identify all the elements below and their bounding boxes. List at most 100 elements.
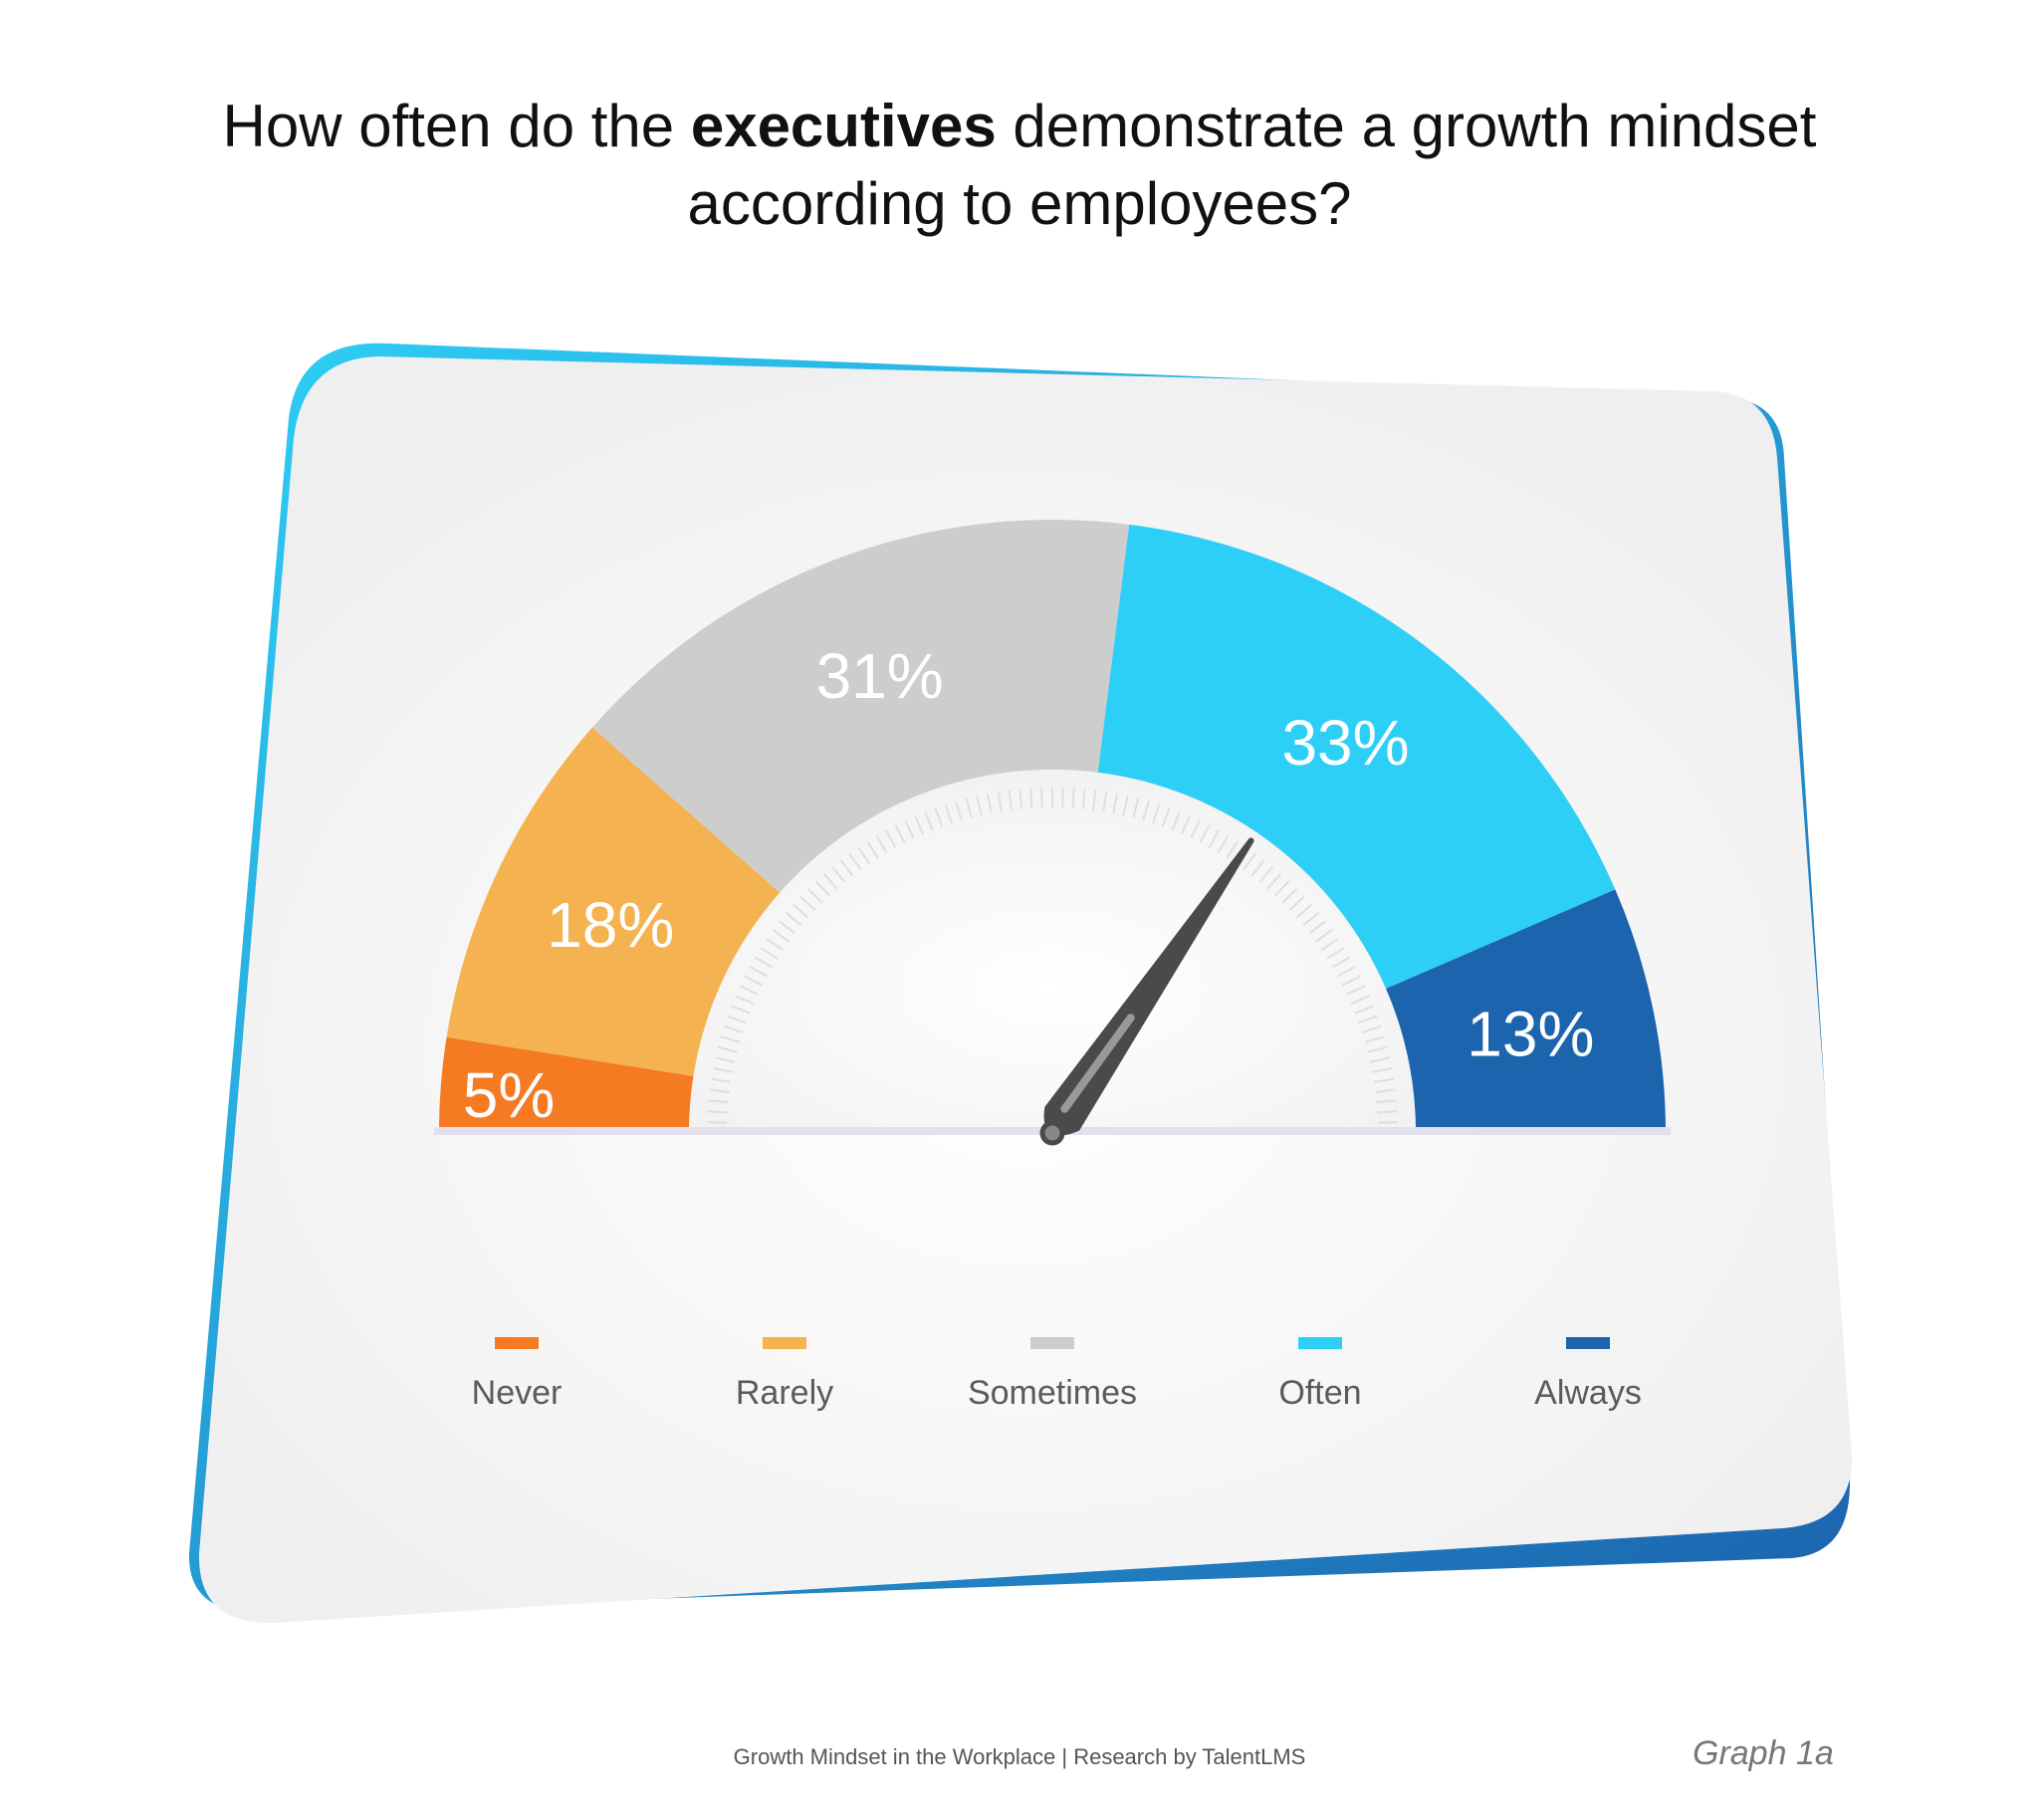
dial-tick <box>1331 956 1351 969</box>
needle-highlight <box>1060 1014 1135 1113</box>
dial-tick <box>1161 807 1171 827</box>
dial-tick <box>730 1005 751 1015</box>
dial-tick <box>1142 800 1150 821</box>
dial-tick <box>1326 947 1345 960</box>
dial-tick <box>934 807 944 827</box>
gauge-segment-often <box>1097 524 1616 990</box>
dial-tick <box>766 938 785 952</box>
data-label: 18% <box>547 889 674 961</box>
dial-tick <box>1337 965 1356 978</box>
dial-tick <box>1112 793 1119 813</box>
legend-swatch-always <box>1566 1337 1610 1349</box>
dial-tick <box>1132 797 1140 818</box>
data-label: 33% <box>1281 707 1409 779</box>
dial-tick <box>904 819 915 839</box>
dial-tick <box>1217 834 1230 854</box>
legend-swatch-often <box>1298 1337 1342 1349</box>
graph-label: Graph 1a <box>1693 1734 1834 1772</box>
dial-tick <box>717 1045 738 1053</box>
dial-tick <box>1288 895 1305 911</box>
dial-tick <box>720 1035 741 1043</box>
dial-tick <box>744 975 764 987</box>
dial-tick <box>866 840 879 859</box>
dial-tick <box>772 929 791 943</box>
dial-tick <box>735 995 755 1006</box>
dial-tick <box>1019 789 1023 809</box>
dial-tick <box>1266 873 1282 890</box>
dial-tick <box>1364 1035 1385 1043</box>
dial-tick <box>1314 929 1333 943</box>
dial-tick <box>944 803 953 824</box>
title-text: demonstrate a growth mindset <box>996 93 1817 159</box>
footer-credit: Growth Mindset in the Workplace | Resear… <box>733 1744 1306 1769</box>
dial-tick <box>1361 1024 1382 1033</box>
dial-tick <box>1061 788 1064 808</box>
dial-tick <box>1358 1015 1378 1024</box>
dial-tick <box>997 792 1003 812</box>
dial-tick <box>1102 792 1108 812</box>
dial-tick <box>1190 819 1201 839</box>
dial-tick <box>1295 903 1312 919</box>
dial-tick <box>760 947 779 960</box>
dial-tick <box>831 865 846 883</box>
dial-tick <box>955 800 963 821</box>
dial-tick <box>1302 912 1320 927</box>
legend-label: Never <box>472 1374 563 1412</box>
dial-tick <box>1377 1110 1398 1114</box>
dial-tick <box>1081 789 1086 809</box>
dial-tick <box>1250 859 1265 877</box>
dial-tick <box>1320 938 1339 952</box>
dial-tick <box>1208 829 1221 848</box>
legend-swatch-never <box>495 1337 539 1349</box>
gauge-segment-always <box>1385 889 1666 1133</box>
dial-tick <box>986 793 993 813</box>
legend-label: Rarely <box>736 1374 833 1412</box>
dial-tick <box>1373 1077 1394 1083</box>
dial-tick <box>814 880 830 897</box>
dial-tick <box>884 829 897 848</box>
dial-tick <box>779 920 796 935</box>
dial-tick <box>723 1024 744 1033</box>
dial-tick <box>1281 887 1298 904</box>
dial-tick <box>707 1110 728 1114</box>
dial-tick <box>1346 985 1366 996</box>
data-label: 31% <box>816 640 944 712</box>
legend-label: Sometimes <box>968 1374 1137 1412</box>
dial-tick <box>1029 788 1033 808</box>
title-line2: according to employees? <box>687 170 1352 237</box>
legend-label: Often <box>1278 1374 1361 1412</box>
dial-tick <box>875 834 888 854</box>
dial-tick <box>1377 1121 1398 1124</box>
dial-tick <box>924 810 934 831</box>
title-text: How often do the <box>222 93 691 159</box>
dial-tick <box>707 1121 728 1124</box>
dial-tick <box>822 873 838 890</box>
dial-tick <box>839 859 854 877</box>
dial-tick <box>712 1066 733 1073</box>
dial-tick <box>1199 824 1211 844</box>
dial-tick <box>848 852 862 871</box>
dial-tick <box>727 1015 747 1024</box>
dial-tick <box>1226 840 1239 859</box>
dial-tick <box>1040 788 1043 808</box>
data-label: 13% <box>1467 999 1594 1070</box>
dial-tick <box>1372 1066 1393 1073</box>
dial-tick <box>1350 995 1370 1006</box>
dial-tick <box>1341 975 1361 987</box>
dial-tick <box>799 895 816 911</box>
dial-tick <box>1152 803 1161 824</box>
dial-tick <box>715 1056 736 1063</box>
data-label: 5% <box>463 1059 556 1131</box>
dial-tick <box>1180 815 1191 835</box>
dial-tick <box>754 956 774 969</box>
dial-tick <box>1171 810 1181 831</box>
dial-tick <box>1375 1088 1396 1094</box>
dial-tick <box>709 1088 730 1094</box>
dial-tick <box>749 965 768 978</box>
dial-tick <box>793 903 809 919</box>
dial-tick <box>1367 1045 1388 1053</box>
dial-tick <box>711 1077 732 1083</box>
dial-tick <box>1274 880 1290 897</box>
dial-tick <box>976 796 983 816</box>
dial-tick <box>1243 852 1256 871</box>
